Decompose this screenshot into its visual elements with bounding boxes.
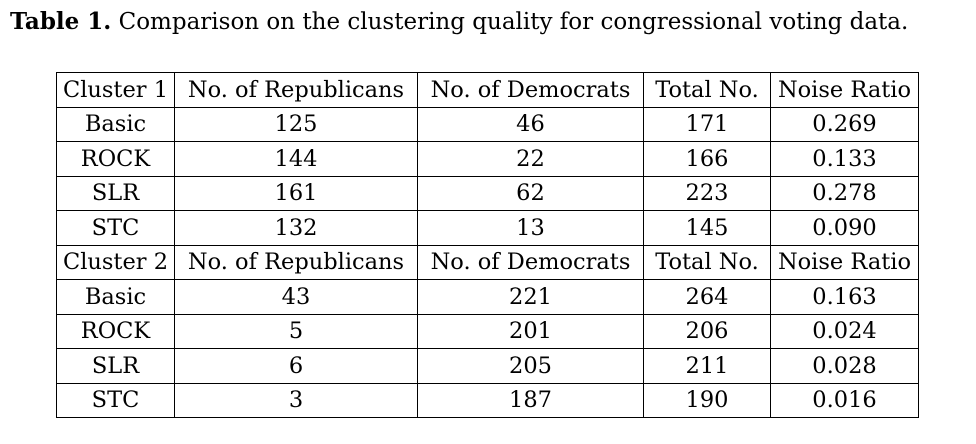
table-row: STC 3 187 190 0.016: [56, 382, 919, 418]
value-cell: 145: [643, 210, 771, 246]
method-name-cell: Basic: [56, 106, 175, 142]
cluster-header-row: Cluster 2 No. of Republicans No. of Democr…: [56, 244, 919, 280]
column-header-cell: Total No.: [643, 244, 771, 280]
value-cell: 62: [417, 175, 644, 211]
table-row: SLR 161 62 223 0.278: [56, 175, 919, 211]
value-cell: 0.163: [770, 279, 919, 315]
value-cell: 0.024: [770, 313, 919, 349]
value-cell: 43: [174, 279, 418, 315]
value-cell: 166: [643, 141, 771, 177]
method-name-cell: SLR: [56, 175, 175, 211]
clustering-quality-table: Cluster 1 No. of Republicans No. of Democr…: [56, 72, 919, 418]
value-cell: 206: [643, 313, 771, 349]
value-cell: 0.016: [770, 382, 919, 418]
value-cell: 223: [643, 175, 771, 211]
cluster-label-cell: Cluster 2: [56, 244, 175, 280]
value-cell: 161: [174, 175, 418, 211]
value-cell: 0.133: [770, 141, 919, 177]
value-cell: 0.028: [770, 348, 919, 384]
method-name-cell: STC: [56, 210, 175, 246]
value-cell: 187: [417, 382, 644, 418]
value-cell: 6: [174, 348, 418, 384]
caption-text: Comparison on the clustering quality for…: [118, 9, 909, 35]
column-header-cell: No. of Republicans: [174, 72, 418, 108]
value-cell: 211: [643, 348, 771, 384]
value-cell: 5: [174, 313, 418, 349]
cluster-label-cell: Cluster 1: [56, 72, 175, 108]
table-caption: Table 1. Comparison on the clustering qu…: [10, 8, 908, 35]
value-cell: 0.090: [770, 210, 919, 246]
method-name-cell: ROCK: [56, 141, 175, 177]
value-cell: 144: [174, 141, 418, 177]
table-row: ROCK 144 22 166 0.133: [56, 141, 919, 177]
caption-label: Table 1.: [10, 8, 112, 35]
table-body: Cluster 1 No. of Republicans No. of Democr…: [56, 72, 919, 418]
value-cell: 205: [417, 348, 644, 384]
column-header-cell: No. of Democrats: [417, 72, 644, 108]
table-row: Basic 125 46 171 0.269: [56, 106, 919, 142]
value-cell: 22: [417, 141, 644, 177]
value-cell: 0.269: [770, 106, 919, 142]
value-cell: 201: [417, 313, 644, 349]
method-name-cell: STC: [56, 382, 175, 418]
method-name-cell: ROCK: [56, 313, 175, 349]
cluster-header-row: Cluster 1 No. of Republicans No. of Democr…: [56, 72, 919, 108]
value-cell: 125: [174, 106, 418, 142]
column-header-cell: No. of Democrats: [417, 244, 644, 280]
table-row: ROCK 5 201 206 0.024: [56, 313, 919, 349]
value-cell: 3: [174, 382, 418, 418]
value-cell: 13: [417, 210, 644, 246]
method-name-cell: Basic: [56, 279, 175, 315]
value-cell: 0.278: [770, 175, 919, 211]
table-row: Basic 43 221 264 0.163: [56, 279, 919, 315]
column-header-cell: Noise Ratio: [770, 244, 919, 280]
value-cell: 171: [643, 106, 771, 142]
value-cell: 190: [643, 382, 771, 418]
table-row: STC 132 13 145 0.090: [56, 210, 919, 246]
column-header-cell: Total No.: [643, 72, 771, 108]
column-header-cell: No. of Republicans: [174, 244, 418, 280]
table-row: SLR 6 205 211 0.028: [56, 348, 919, 384]
value-cell: 46: [417, 106, 644, 142]
method-name-cell: SLR: [56, 348, 175, 384]
column-header-cell: Noise Ratio: [770, 72, 919, 108]
value-cell: 264: [643, 279, 771, 315]
value-cell: 132: [174, 210, 418, 246]
value-cell: 221: [417, 279, 644, 315]
